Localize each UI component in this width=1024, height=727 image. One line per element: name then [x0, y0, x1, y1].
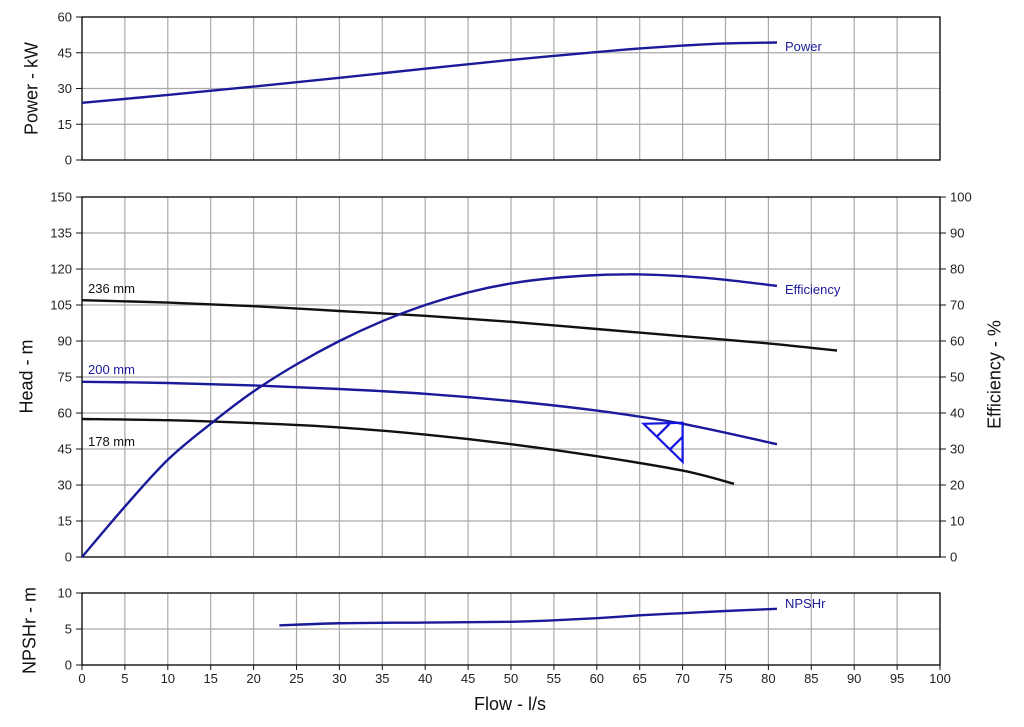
- bep-marker-icon: [640, 421, 684, 465]
- efficiency-ytick-label: 10: [950, 514, 964, 529]
- efficiency-ytick-label: 80: [950, 262, 964, 277]
- efficiency-ytick-label: 50: [950, 370, 964, 385]
- npsh-panel-ytick-label: 0: [65, 658, 72, 673]
- efficiency-ytick-label: 20: [950, 478, 964, 493]
- flow-xtick-label: 40: [418, 671, 432, 686]
- head-panel-ytick-label: 90: [58, 334, 72, 349]
- power-curve: [81, 41, 778, 104]
- flow-xtick-label: 60: [590, 671, 604, 686]
- head-panel-ytick-label: 30: [58, 478, 72, 493]
- efficiency-ytick-label: 70: [950, 298, 964, 313]
- flow-xtick-label: 10: [161, 671, 175, 686]
- flow-xtick-label: 15: [203, 671, 217, 686]
- npsh-curve: [279, 607, 778, 627]
- flow-xtick-label: 20: [246, 671, 260, 686]
- flow-xtick-label: 25: [289, 671, 303, 686]
- flow-xtick-label: 5: [121, 671, 128, 686]
- npsh-panel-ytick-label: 5: [65, 622, 72, 637]
- curve-236-mm: [81, 299, 838, 352]
- head-panel-ytick-label: 120: [50, 262, 72, 277]
- flow-xtick-label: 75: [718, 671, 732, 686]
- curve-200-mm: [81, 380, 778, 446]
- efficiency-ytick-label: 0: [950, 550, 957, 565]
- head-panel-ytick-label: 150: [50, 190, 72, 205]
- flow-xtick-label: 0: [78, 671, 85, 686]
- power-panel-frame: [81, 16, 941, 161]
- efficiency-ytick-label: 90: [950, 226, 964, 241]
- head-panel-ytick-label: 135: [50, 226, 72, 241]
- head-panel-ytick-label: 60: [58, 406, 72, 421]
- curve-178-mm: [81, 417, 735, 485]
- head-panel-ytick-label: 75: [58, 370, 72, 385]
- power-panel-ytick-label: 60: [58, 10, 72, 25]
- flow-xtick-label: 90: [847, 671, 861, 686]
- efficiency-ytick-label: 40: [950, 406, 964, 421]
- efficiency-ytick-label: 30: [950, 442, 964, 457]
- power-panel-ytick-label: 15: [58, 117, 72, 132]
- flow-xtick-label: 100: [929, 671, 951, 686]
- head-panel-ytick-label: 0: [65, 550, 72, 565]
- flow-xtick-label: 80: [761, 671, 775, 686]
- head-panel-ytick-label: 15: [58, 514, 72, 529]
- flow-xtick-label: 30: [332, 671, 346, 686]
- power-panel-ytick-label: 0: [65, 153, 72, 168]
- power-panel-ytick-label: 45: [58, 45, 72, 60]
- flow-xtick-label: 95: [890, 671, 904, 686]
- head-panel-ytick-label: 105: [50, 298, 72, 313]
- flow-xtick-label: 70: [675, 671, 689, 686]
- flow-xtick-label: 85: [804, 671, 818, 686]
- flow-xtick-label: 50: [504, 671, 518, 686]
- curve-efficiency: [81, 273, 778, 558]
- flow-xtick-label: 35: [375, 671, 389, 686]
- flow-xtick-label: 45: [461, 671, 475, 686]
- efficiency-ytick-label: 60: [950, 334, 964, 349]
- head-panel-ytick-label: 45: [58, 442, 72, 457]
- power-panel-ytick-label: 30: [58, 81, 72, 96]
- efficiency-ytick-label: 100: [950, 190, 972, 205]
- flow-xtick-label: 55: [547, 671, 561, 686]
- npsh-panel-ytick-label: 10: [58, 586, 72, 601]
- flow-xtick-label: 65: [632, 671, 646, 686]
